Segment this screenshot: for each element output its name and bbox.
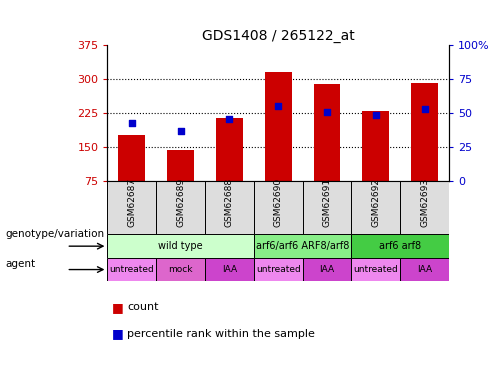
Bar [156,182,205,234]
Text: arf6 arf8: arf6 arf8 [379,241,421,251]
Bar [351,258,400,281]
Point [274,104,282,110]
Point [323,109,331,115]
Bar [216,118,243,182]
Text: GSM62692: GSM62692 [371,177,380,226]
Text: ■: ■ [112,301,124,314]
Bar [107,258,156,281]
Bar [351,182,400,234]
Bar [313,84,341,182]
Bar [303,182,351,234]
Bar [118,135,145,182]
Text: genotype/variation: genotype/variation [5,230,104,239]
Bar [254,234,351,258]
Text: IAA: IAA [222,265,237,274]
Bar [400,258,449,281]
Text: GSM62693: GSM62693 [420,177,429,226]
Title: GDS1408 / 265122_at: GDS1408 / 265122_at [202,28,355,43]
Text: untreated: untreated [256,265,301,274]
Text: GSM62690: GSM62690 [274,177,283,226]
Bar [254,182,303,234]
Point [421,106,428,112]
Bar [205,182,254,234]
Text: IAA: IAA [417,265,432,274]
Text: agent: agent [5,260,35,269]
Text: wild type: wild type [158,241,203,251]
Bar [265,72,292,182]
Bar [303,258,351,281]
Bar [156,258,205,281]
Bar [411,83,438,182]
Text: untreated: untreated [109,265,154,274]
Bar [254,258,303,281]
Text: GSM62688: GSM62688 [225,177,234,226]
Bar [362,111,389,182]
Point [372,112,380,118]
Text: untreated: untreated [353,265,398,274]
Bar [107,182,156,234]
Text: mock: mock [168,265,193,274]
Text: GSM62691: GSM62691 [323,177,331,226]
Text: count: count [127,303,159,312]
Text: percentile rank within the sample: percentile rank within the sample [127,329,315,339]
Bar [351,234,449,258]
Text: GSM62689: GSM62689 [176,177,185,226]
Bar [400,182,449,234]
Point [128,120,136,126]
Bar [167,150,194,182]
Text: arf6/arf6 ARF8/arf8: arf6/arf6 ARF8/arf8 [256,241,349,251]
Text: GSM62687: GSM62687 [127,177,136,226]
Point [225,116,233,122]
Text: IAA: IAA [320,265,334,274]
Text: ■: ■ [112,327,124,340]
Bar [107,234,254,258]
Point [177,128,184,134]
Bar [205,258,254,281]
